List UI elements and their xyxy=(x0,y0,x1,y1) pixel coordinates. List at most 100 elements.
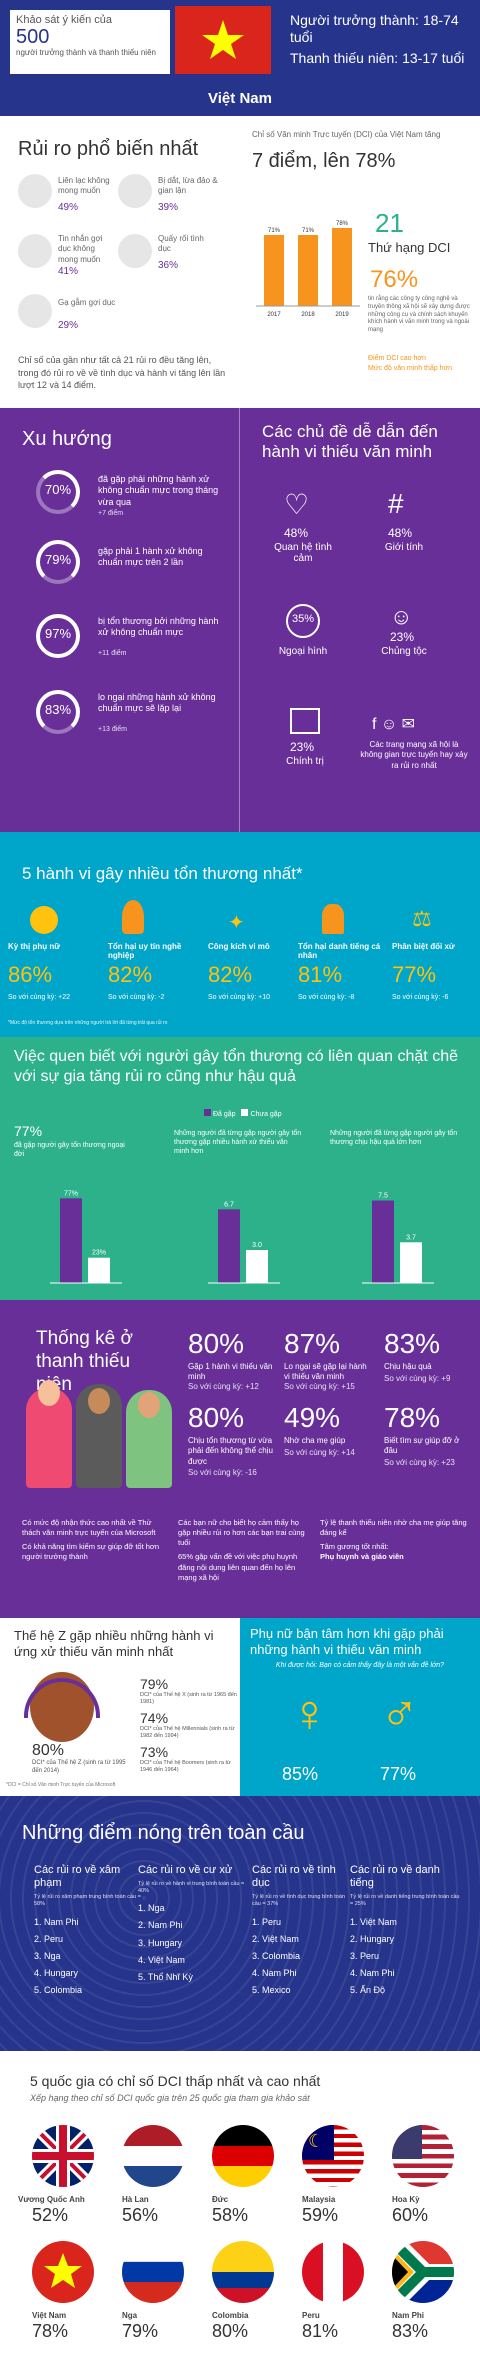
teen-range: Thanh thiếu niên: 13-17 tuổi xyxy=(290,50,465,66)
country-name: Vương Quốc Anh xyxy=(18,2195,85,2204)
country-value: 56% xyxy=(122,2205,159,2225)
genz-value: 79% xyxy=(140,1676,169,1692)
hotspot-item: 1. Việt Nam xyxy=(350,1916,397,1927)
country-value: 81% xyxy=(302,2321,339,2341)
trend-text: bị tổn thương bởi những hành xử không ch… xyxy=(98,616,219,638)
people-icon: ☺ xyxy=(390,604,413,629)
topic-label: Chủng tộc xyxy=(381,646,427,657)
trend-divider xyxy=(0,408,240,832)
trend-donut xyxy=(36,470,80,514)
topic-value: 48% xyxy=(388,526,413,540)
survey-desc: người trưởng thành và thanh thiếu niên xyxy=(16,48,156,57)
header-section: Khảo sát ý kiến của 500 người trưởng thà… xyxy=(0,0,480,100)
teen-role-models: Phụ huynh và giáo viên xyxy=(320,1552,404,1562)
trend-title: Xu hướng xyxy=(22,428,112,450)
know-bar-no xyxy=(400,1242,422,1283)
hotspot-item: 4. Việt Nam xyxy=(138,1954,185,1965)
teen-note: Có khả năng tìm kiếm sự giúp đỡ tốt hơn … xyxy=(22,1542,160,1562)
trend-donut xyxy=(36,540,80,584)
female-value: 85% xyxy=(282,1764,319,1784)
genz-main-label: DCI* của Thế hệ Z (sinh ra từ 1995 đến 2… xyxy=(32,1760,126,1774)
trend-donut xyxy=(36,614,80,658)
teen-section: Thống kê ở thanh thiếu niên 80% Gặp 1 hà… xyxy=(0,1300,480,1618)
country-value: 80% xyxy=(212,2321,249,2341)
trend-value: 70% xyxy=(44,482,72,497)
topics-title: Các chủ đề dễ dẫn đến hành vi thiếu văn … xyxy=(262,422,438,462)
country-value: 78% xyxy=(32,2321,69,2341)
dci-increase: 7 điểm, lên 78% xyxy=(252,150,396,172)
topic-value: 23% xyxy=(390,630,415,644)
teen-stat-delta: So với cùng kỳ: +15 xyxy=(284,1382,355,1391)
risk-title: Rủi ro phổ biến nhất xyxy=(18,138,199,160)
genz-label: DCI* của Thế hệ Boomers (sinh ra từ 1946… xyxy=(140,1760,231,1774)
teen-stat-delta: So với cùng kỳ: +23 xyxy=(384,1458,455,1467)
tech-desc: tin rằng các công ty công nghệ và truyền… xyxy=(368,296,470,334)
mosquito-icon: ✦ xyxy=(228,912,245,934)
dci-caption: Chỉ số Văn minh Trực tuyến (DCI) của Việ… xyxy=(252,130,441,139)
risk-value: 41% xyxy=(58,266,79,277)
risk-label: Quấy rối tình dục xyxy=(158,234,204,254)
survey-title: Khảo sát ý kiến của xyxy=(16,14,113,26)
topic-value: 23% xyxy=(290,740,315,754)
scale-icon xyxy=(286,604,320,638)
hotspot-col-title: Các rủi ro về tình dục xyxy=(252,1864,336,1890)
hotspot-item: 1. Nga xyxy=(138,1903,165,1914)
genz-section: Thế hệ Z gặp nhiều những hành vi ứng xử … xyxy=(0,1618,240,1796)
dci-bar xyxy=(264,235,284,306)
trend-delta: +13 điểm xyxy=(98,726,127,733)
ballot-icon xyxy=(290,708,320,734)
usa-flag-icon xyxy=(392,2125,454,2187)
hotspot-item: 3. Colombia xyxy=(252,1950,301,1961)
legend-no: Chưa gặp xyxy=(250,1111,282,1118)
worst-value: 81% xyxy=(298,962,343,987)
dci-category-label: 2018 xyxy=(301,312,315,318)
colombia-flag-icon xyxy=(212,2241,274,2303)
risk-label: Bị dắt, lừa đảo & gian lận xyxy=(158,176,218,196)
dci-bar xyxy=(332,228,352,306)
netherlands-flag-icon xyxy=(122,2125,184,2187)
worst-value: 82% xyxy=(108,962,153,987)
dci-legend: Điểm DCI cao hơn Mức độ văn minh thấp hơ… xyxy=(368,354,474,374)
teen-stat-label: Gặp 1 hành vi thiếu văn minh xyxy=(188,1362,273,1382)
hotspot-col: Các rủi ro về xâm phạm Tỷ lệ rủi ro xâm … xyxy=(34,1864,144,1999)
worst-delta: So với cùng kỳ: +10 xyxy=(208,994,270,1001)
hotspot-col-sub: Tỷ lệ rủi ro xâm phạm trung bình toàn cầ… xyxy=(34,1894,141,1907)
rank-number: 21 xyxy=(375,208,404,238)
legend-yes: Đã gặp xyxy=(212,1111,236,1118)
country-name: Việt Nam xyxy=(208,90,272,107)
social-text: Các trang mạng xã hội là không gian trực… xyxy=(360,740,468,770)
malaysia-flag-icon: ☾ xyxy=(302,2125,364,2187)
hotspot-col-title: Các rủi ro về danh tiếng xyxy=(350,1864,440,1890)
message-icon xyxy=(18,294,52,328)
hotspot-item: 5. Thổ Nhĩ Kỳ xyxy=(138,1971,193,1982)
teen-stat-delta: So với cùng kỳ: +14 xyxy=(284,1448,355,1457)
teen-illustration xyxy=(26,1380,176,1490)
know-left-text: đã gặp người gây tổn thương ngoại đời xyxy=(14,1142,125,1159)
worst-label: Phân biệt đối xử xyxy=(392,942,455,951)
hotspot-col-title: Các rủi ro về cư xử xyxy=(138,1864,233,1876)
broken-heart-icon: ♡ xyxy=(284,489,310,520)
teen-notes-3: Tỷ lệ thanh thiếu niên nhờ cha mẹ giúp t… xyxy=(320,1518,470,1563)
teen-stat-label: Chịu hậu quả xyxy=(384,1362,432,1371)
worst-section: 5 hành vi gây nhiều tổn thương nhất* Kỳ … xyxy=(0,832,480,1037)
headphones-icon xyxy=(24,1678,100,1718)
worst-row: Kỳ thị phụ nữ 86% So với cùng kỳ: +22 Tổ… xyxy=(0,898,480,1008)
dci-bar-chart: 71% 2017 71% 2018 78% 2019 xyxy=(256,221,360,318)
risk-summary: Chỉ số của gần như tất cả 21 rủi ro đều … xyxy=(18,355,226,391)
trend-delta: +11 điểm xyxy=(98,650,127,657)
know-caption: Những người đã từng gặp người gây tổn th… xyxy=(174,1130,302,1156)
trend-text: lo ngại những hành xử không chuẩn mực sẽ… xyxy=(98,692,216,714)
country-name: Đức xyxy=(212,2195,229,2204)
know-legend: Đã gặp Chưa gặp xyxy=(204,1109,282,1118)
know-caption: Những người đã từng gặp người gây tổn th… xyxy=(330,1130,458,1147)
know-bar-label: 3.0 xyxy=(252,1242,262,1249)
countries-title: 5 quốc gia có chỉ số DCI thấp nhất và ca… xyxy=(30,2073,321,2089)
survey-count: 500 xyxy=(16,26,50,48)
know-bar-yes xyxy=(372,1200,394,1283)
teen-stat-value: 83% xyxy=(384,1328,441,1359)
teen-stat-value: 49% xyxy=(284,1402,341,1433)
hotspot-item: 5. Ấn Độ xyxy=(350,1984,386,1995)
hotspot-col-title: Các rủi ro về xâm phạm xyxy=(34,1864,121,1890)
legend-lower: Mức độ văn minh thấp hơn xyxy=(368,364,452,372)
trend-text: đã gặp phải những hành xử không chuẩn mự… xyxy=(98,474,219,507)
